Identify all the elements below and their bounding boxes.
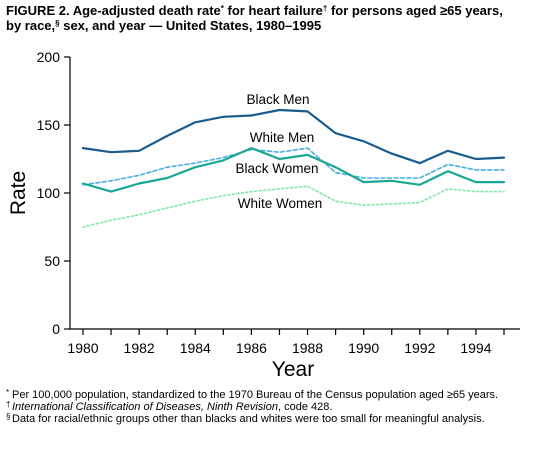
series-labels: Black Men White Men Black Women White Women <box>235 92 322 211</box>
x-tick-label: 1988 <box>292 340 323 356</box>
x-axis-title: Year <box>272 358 314 381</box>
series-label-black-women: Black Women <box>235 161 318 176</box>
series-line-white-men <box>82 147 505 186</box>
x-tick-label: 1986 <box>236 340 267 356</box>
chart-series <box>81 108 506 228</box>
series-line-black-men <box>81 108 506 165</box>
series-label-white-men: White Men <box>250 130 315 145</box>
y-tick-label: 150 <box>37 117 61 133</box>
chart-axes: 0 50 100 150 200 1980 1982 1984 1986 1988 1990 1992… <box>37 49 520 356</box>
series-label-white-women: White Women <box>238 196 323 211</box>
footnote-race-groups: § Data for racial/ethnic groups other tha… <box>6 412 485 425</box>
y-tick-label: 200 <box>37 49 61 65</box>
figure-title-line-1: FIGURE 2. Age-adjusted death rate* for h… <box>6 3 503 18</box>
y-tick-label: 50 <box>44 253 60 269</box>
y-tick-label: 0 <box>52 321 60 337</box>
figure-title-line-2: by race,§ sex, and year — United States,… <box>6 18 322 33</box>
footnote-population: * Per 100,000 population, standardized to… <box>6 388 499 401</box>
x-tick-label: 1992 <box>404 340 435 356</box>
series-label-black-men: Black Men <box>246 92 309 107</box>
figure-title: FIGURE 2. Age-adjusted death rate* for h… <box>6 3 546 33</box>
series-line-white-women <box>82 185 505 228</box>
x-tick-label: 1990 <box>348 340 379 356</box>
series-line-black-women <box>81 147 506 193</box>
footnote-icd-code: † International Classification of Disease… <box>6 400 333 413</box>
x-tick-label: 1994 <box>460 340 491 356</box>
x-tick-label: 1984 <box>180 340 211 356</box>
footnotes: * Per 100,000 population, standardized to… <box>6 388 544 425</box>
y-tick-label: 100 <box>37 185 61 201</box>
x-tick-label: 1982 <box>124 340 155 356</box>
y-axis-title: Rate <box>7 171 30 215</box>
x-tick-label: 1980 <box>67 340 98 356</box>
